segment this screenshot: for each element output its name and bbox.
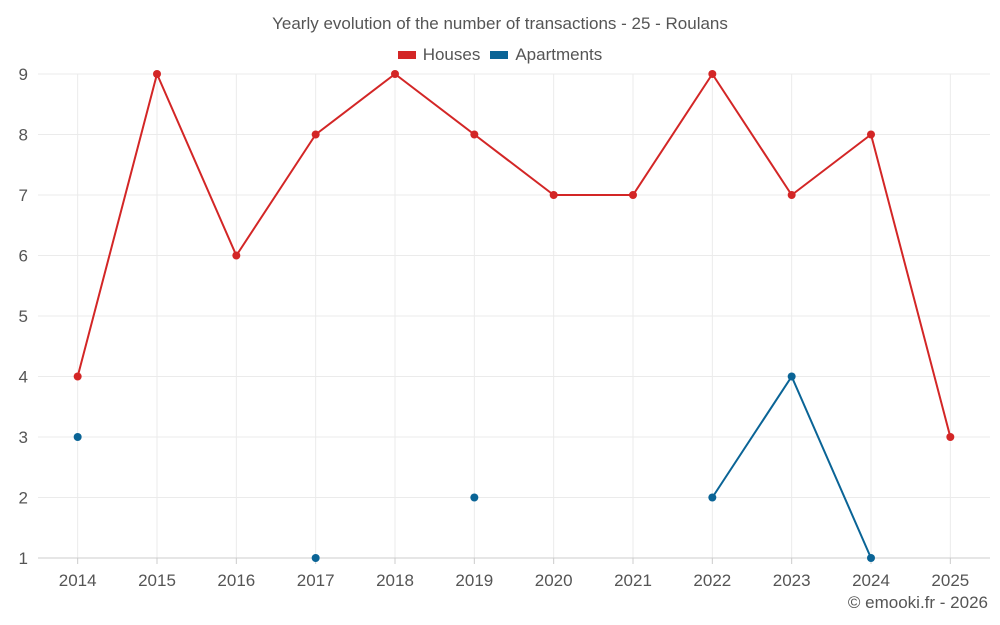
x-tick-label: 2025	[931, 571, 969, 590]
x-tick-label: 2022	[693, 571, 731, 590]
copyright-text: © emooki.fr - 2026	[847, 593, 988, 612]
data-point-houses	[708, 70, 717, 78]
x-tick-label: 2021	[614, 571, 652, 590]
x-tick-label: 2020	[535, 571, 573, 590]
data-point-apartments	[708, 493, 717, 502]
series-line-houses	[76, 73, 952, 438]
legend-label-apartments: Apartments	[515, 45, 603, 64]
data-point-houses	[232, 251, 241, 260]
y-tick-label: 2	[19, 489, 28, 508]
x-tick-label: 2014	[59, 571, 97, 590]
legend-swatch-apartments	[490, 51, 509, 59]
legend-label-houses: Houses	[422, 45, 481, 64]
data-point-houses	[470, 130, 479, 139]
x-tick-label: 2018	[376, 571, 414, 590]
legend: Houses Apartments	[0, 45, 1000, 65]
y-tick-label: 4	[19, 368, 28, 387]
y-tick-label: 8	[19, 126, 28, 145]
data-point-houses	[391, 70, 399, 78]
data-point-apartments	[73, 433, 82, 441]
y-tick-label: 3	[19, 428, 28, 447]
data-point-houses	[549, 191, 558, 199]
data-point-apartments	[470, 493, 479, 502]
legend-item-houses[interactable]: Houses	[397, 45, 481, 65]
x-tick-label: 2015	[138, 571, 176, 590]
y-tick-label: 1	[19, 549, 28, 568]
data-point-houses	[867, 130, 875, 139]
data-point-houses	[153, 70, 161, 78]
data-point-houses	[787, 191, 796, 199]
x-tick-label: 2017	[297, 571, 335, 590]
chart-title: Yearly evolution of the number of transa…	[272, 14, 728, 33]
data-point-houses	[946, 433, 955, 441]
y-tick-label: 5	[19, 307, 28, 326]
y-tick-label: 6	[19, 247, 28, 266]
x-tick-label: 2024	[852, 571, 890, 590]
legend-item-apartments[interactable]: Apartments	[490, 45, 602, 65]
y-tick-label: 7	[19, 186, 28, 205]
x-tick-label: 2019	[455, 571, 493, 590]
y-tick-label: 9	[19, 65, 28, 84]
x-tick-label: 2016	[217, 571, 255, 590]
data-point-apartments	[311, 554, 320, 562]
data-point-houses	[73, 372, 82, 381]
x-tick-label: 2023	[773, 571, 811, 590]
data-point-apartments	[787, 372, 796, 381]
data-point-houses	[311, 130, 320, 139]
data-point-houses	[629, 191, 637, 199]
data-point-apartments	[867, 554, 875, 562]
legend-swatch-houses	[397, 51, 416, 59]
